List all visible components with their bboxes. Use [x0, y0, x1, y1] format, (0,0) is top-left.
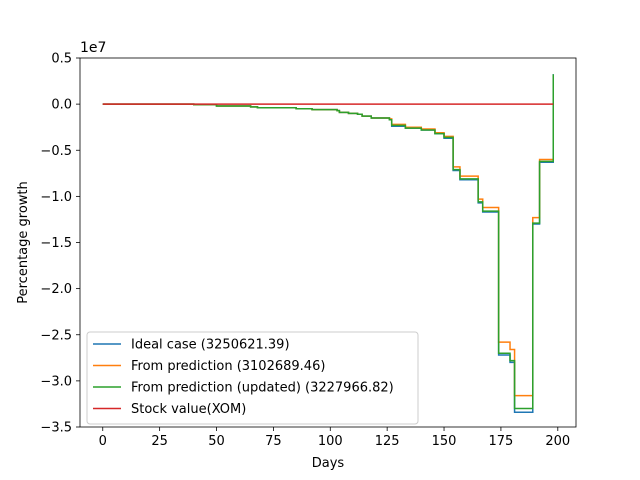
x-tick-label: 100: [318, 434, 343, 449]
y-tick-label: −2.0: [40, 282, 72, 297]
x-tick-label: 0: [99, 434, 107, 449]
x-axis-label: Days: [312, 456, 345, 471]
legend-entry: Ideal case (3250621.39): [131, 338, 290, 353]
x-axis: 0 25 50 75 100 125 150 175 200: [99, 427, 570, 449]
x-tick-label: 150: [432, 434, 457, 449]
legend-entry: From prediction (3102689.46): [131, 359, 325, 374]
x-tick-label: 200: [545, 434, 570, 449]
legend: Ideal case (3250621.39) From prediction (…: [86, 331, 419, 425]
y-tick-label: −3.5: [40, 421, 72, 436]
x-tick-label: 75: [265, 434, 282, 449]
x-tick-label: 50: [208, 434, 225, 449]
legend-box: [86, 331, 419, 425]
legend-entry: From prediction (updated) (3227966.82): [131, 381, 394, 396]
y-axis: −3.5 −3.0 −2.5 −2.0 −1.5 −1.0 −0.5 0.0 0.5: [40, 52, 80, 436]
series-line-3: [102, 74, 554, 410]
y-tick-label: −3.0: [40, 374, 72, 389]
x-tick-label: 175: [489, 434, 514, 449]
y-tick-label: −1.0: [40, 190, 72, 205]
y-axis-label: Percentage growth: [16, 181, 31, 304]
y-tick-label: −2.5: [40, 328, 72, 343]
y-offset-label: 1e7: [80, 40, 106, 56]
y-tick-label: 0.5: [51, 52, 72, 67]
y-tick-label: −0.5: [40, 144, 72, 159]
x-tick-label: 25: [151, 434, 168, 449]
legend-entry: Stock value(XOM): [131, 402, 246, 417]
y-tick-label: 0.0: [51, 98, 72, 113]
y-tick-label: −1.5: [40, 236, 72, 251]
x-tick-label: 125: [375, 434, 400, 449]
series-layer: [102, 74, 554, 413]
